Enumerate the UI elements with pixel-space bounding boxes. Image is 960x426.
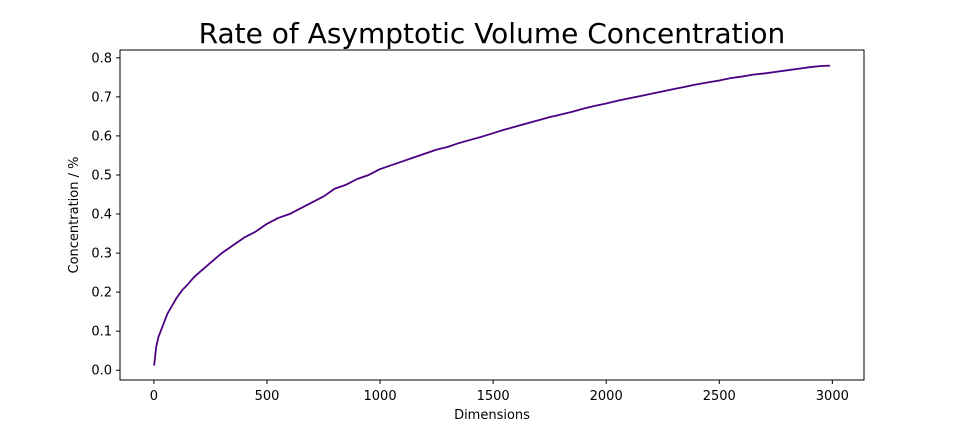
y-tick-label: 0.7	[91, 90, 112, 105]
y-tick-label: 0.4	[91, 208, 112, 223]
plot-area	[153, 64, 831, 366]
series-line	[153, 64, 831, 366]
y-axis-label: Concentration / %	[67, 157, 82, 274]
x-tick-label: 500	[255, 389, 280, 404]
x-axis-label: Dimensions	[454, 408, 530, 423]
plot-frame	[119, 49, 865, 381]
chart-title: Rate of Asymptotic Volume Concentration	[199, 17, 786, 50]
y-tick-label: 0.0	[91, 364, 112, 379]
y-tick-label: 0.2	[91, 286, 112, 301]
x-tick-label: 0	[150, 389, 158, 404]
x-axis: 0 500 1000 1500 2000 2500 3000	[150, 380, 849, 404]
x-tick-label: 2500	[703, 389, 736, 404]
x-tick-label: 1500	[477, 389, 510, 404]
y-tick-label: 0.8	[91, 51, 112, 66]
y-tick-label: 0.5	[91, 168, 112, 183]
y-tick-label: 0.1	[91, 325, 112, 340]
y-axis: 0.0 0.1 0.2 0.3 0.4 0.5 0.6 0.7 0.8	[91, 51, 120, 379]
x-tick-label: 1000	[364, 389, 397, 404]
x-tick-label: 2000	[590, 389, 623, 404]
x-tick-label: 3000	[816, 389, 849, 404]
y-tick-label: 0.6	[91, 129, 112, 144]
y-tick-label: 0.3	[91, 247, 112, 262]
